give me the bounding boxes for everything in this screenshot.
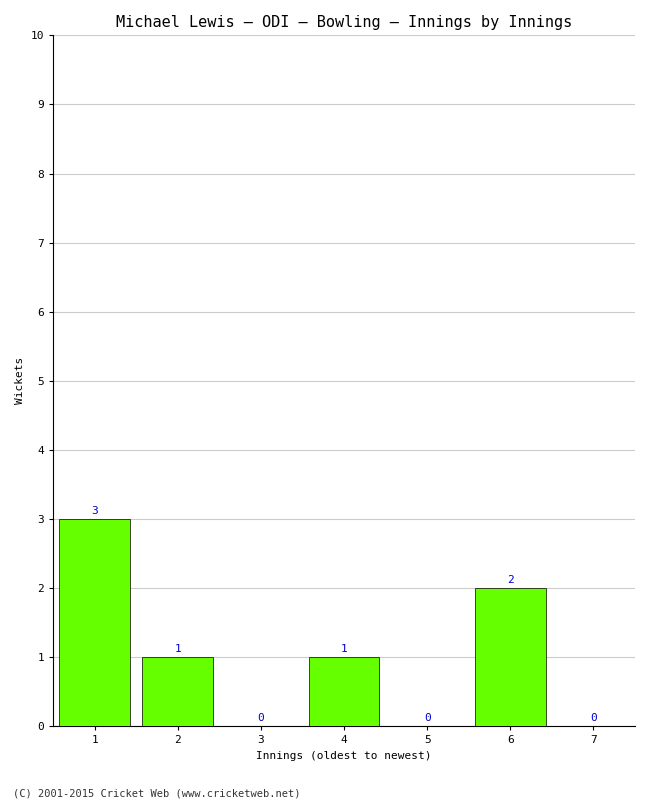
Text: 0: 0 bbox=[424, 713, 430, 723]
Text: 1: 1 bbox=[341, 644, 347, 654]
Bar bbox=[142, 658, 213, 726]
Text: 1: 1 bbox=[174, 644, 181, 654]
Text: 3: 3 bbox=[91, 506, 98, 516]
Bar bbox=[309, 658, 380, 726]
Y-axis label: Wickets: Wickets bbox=[15, 358, 25, 405]
X-axis label: Innings (oldest to newest): Innings (oldest to newest) bbox=[256, 751, 432, 761]
Text: 0: 0 bbox=[257, 713, 265, 723]
Bar bbox=[475, 588, 545, 726]
Title: Michael Lewis – ODI – Bowling – Innings by Innings: Michael Lewis – ODI – Bowling – Innings … bbox=[116, 15, 572, 30]
Text: 2: 2 bbox=[507, 574, 514, 585]
Bar bbox=[59, 519, 130, 726]
Text: 0: 0 bbox=[590, 713, 597, 723]
Text: (C) 2001-2015 Cricket Web (www.cricketweb.net): (C) 2001-2015 Cricket Web (www.cricketwe… bbox=[13, 788, 300, 798]
